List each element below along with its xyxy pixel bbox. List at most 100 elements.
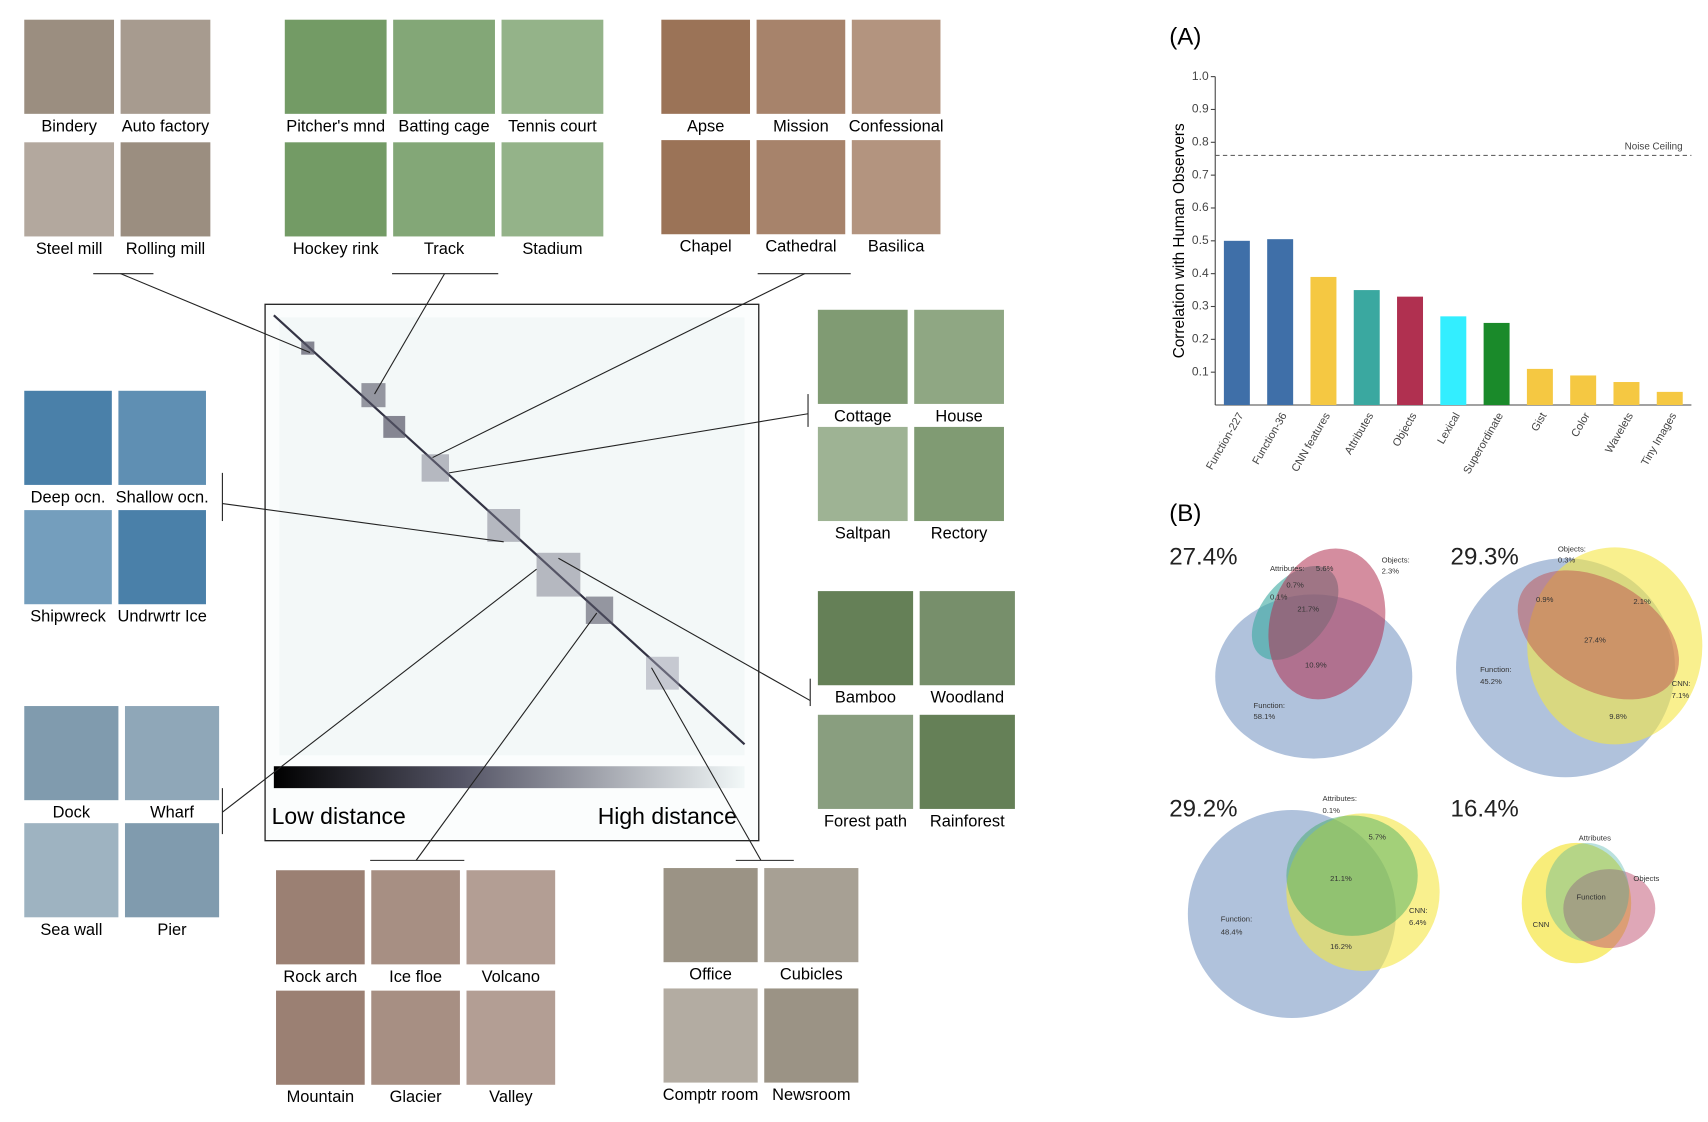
scene-label: Dock <box>53 804 91 822</box>
x-tick-label: Objects <box>1391 410 1420 449</box>
bar <box>1656 391 1683 406</box>
scene-label: Batting cage <box>398 117 489 135</box>
scene-image <box>118 510 206 605</box>
scene-image <box>851 140 941 235</box>
colorbar-low-label: Low distance <box>272 803 406 829</box>
x-tick-label: Color <box>1569 410 1593 439</box>
scene-label: Rectory <box>931 525 988 543</box>
bar <box>1397 296 1424 406</box>
scene-label: Mountain <box>287 1088 355 1106</box>
scene-image <box>914 426 1004 522</box>
x-tick-label: CNN features <box>1289 410 1333 474</box>
venn-label: 2.1% <box>1633 597 1651 606</box>
distance-matrix: Low distance High distance <box>264 303 760 842</box>
bar <box>1613 382 1640 406</box>
scene-label: Confessional <box>849 117 944 135</box>
scene-label: Wharf <box>150 804 194 822</box>
scene-image <box>24 142 115 237</box>
scene-image <box>284 142 387 237</box>
venn-label: 6.4% <box>1409 918 1427 927</box>
scene-image <box>24 510 112 605</box>
venn-total: 29.3% <box>1451 544 1519 571</box>
venn-label: 21.7% <box>1297 605 1319 614</box>
y-tick-label: 0.7 <box>1192 167 1209 181</box>
scene-image <box>120 19 211 114</box>
scene-label: Ice floe <box>389 968 442 986</box>
scene-label: Newsroom <box>772 1086 850 1104</box>
y-tick-label: 0.3 <box>1192 299 1209 313</box>
scene-label: Mission <box>773 117 829 135</box>
venn-label: Function: <box>1221 915 1253 924</box>
scene-image <box>764 868 859 963</box>
scene-image <box>24 19 115 114</box>
scene-label: Undrwrtr Ice <box>118 608 207 626</box>
venn-label: CNN: <box>1409 906 1428 915</box>
scene-image <box>276 870 365 965</box>
y-tick-label: 0.9 <box>1192 102 1209 116</box>
scene-label: Shallow ocn. <box>116 488 209 506</box>
scene-image <box>124 706 220 801</box>
colorbar-high-label: High distance <box>598 803 737 829</box>
venn-label: Attributes: <box>1270 564 1304 573</box>
scene-label: Saltpan <box>835 525 891 543</box>
scene-label: Cottage <box>834 407 891 425</box>
venn-label: 9.8% <box>1609 712 1627 721</box>
scene-image <box>276 990 365 1085</box>
scene-image <box>919 591 1015 686</box>
scene-label: Steel mill <box>36 240 103 258</box>
scene-label: Cathedral <box>765 238 836 256</box>
scene-label: Pitcher's mnd <box>286 117 385 135</box>
scene-label: Apse <box>687 117 724 135</box>
scene-label: Rock arch <box>283 968 357 986</box>
scene-label: Woodland <box>930 689 1004 707</box>
x-tick-label: Lexical <box>1435 411 1462 446</box>
venn-label: 21.1% <box>1330 874 1352 883</box>
scene-image <box>284 19 387 114</box>
y-tick-label: 1.0 <box>1192 69 1209 83</box>
venn-label: Attributes: <box>1323 794 1357 803</box>
venn-label: 5.6% <box>1316 564 1334 573</box>
y-tick-label: 0.2 <box>1192 332 1209 346</box>
venn-label: 45.2% <box>1480 677 1502 686</box>
venn-total: 16.4% <box>1451 795 1519 822</box>
scene-label: Rainforest <box>930 812 1005 830</box>
y-tick-label: 0.8 <box>1192 134 1209 148</box>
y-tick-label: 0.1 <box>1192 364 1209 378</box>
noise-ceiling-label: Noise Ceiling <box>1625 141 1683 152</box>
scene-label: Bamboo <box>835 689 896 707</box>
scene-label: Auto factory <box>122 117 210 135</box>
scene-image <box>118 390 206 485</box>
panel-label: (B) <box>1169 500 1201 527</box>
venn-label: Objects: <box>1558 545 1586 554</box>
connectors <box>93 273 851 861</box>
venn-label: CNN: <box>1672 679 1691 688</box>
venn-2: 29.3% Objects: 0.3% 0.9% 2.1% 27.4% Func… <box>1451 544 1703 778</box>
x-tick-label: Wavelets <box>1603 410 1636 455</box>
scene-image <box>24 390 112 485</box>
bar <box>1483 322 1510 406</box>
scene-label: Office <box>689 966 732 984</box>
scene-image <box>466 990 556 1085</box>
x-tick-label: Gist <box>1529 411 1549 434</box>
venn-label: 0.1% <box>1270 593 1288 602</box>
scene-label: Deep ocn. <box>31 488 106 506</box>
scene-image <box>501 19 604 114</box>
venn-label: Function: <box>1480 665 1512 674</box>
scene-image <box>919 714 1015 809</box>
scene-label: House <box>935 407 982 425</box>
scene-image <box>663 988 758 1083</box>
scene-image <box>764 988 859 1083</box>
scene-image <box>663 868 758 963</box>
venn-label: CNN <box>1533 920 1550 929</box>
bar-chart: (A) 0.1 0.2 0.3 0.4 0.5 0.6 0.7 0.8 0.9 1.0 Noise C… <box>1169 24 1692 476</box>
bar <box>1570 375 1597 406</box>
venn-label: 2.3% <box>1382 566 1400 575</box>
scene-image <box>120 142 211 237</box>
x-tick-label: Tiny Images <box>1639 410 1679 468</box>
venn-1: 27.4% Attributes: 0.1% 0.7% 5.6% Objects… <box>1169 544 1413 759</box>
y-tick-label: 0.5 <box>1192 233 1209 247</box>
venn-label: 0.9% <box>1536 595 1554 604</box>
scene-image <box>661 140 751 235</box>
venn-label: Attributes <box>1579 834 1612 843</box>
